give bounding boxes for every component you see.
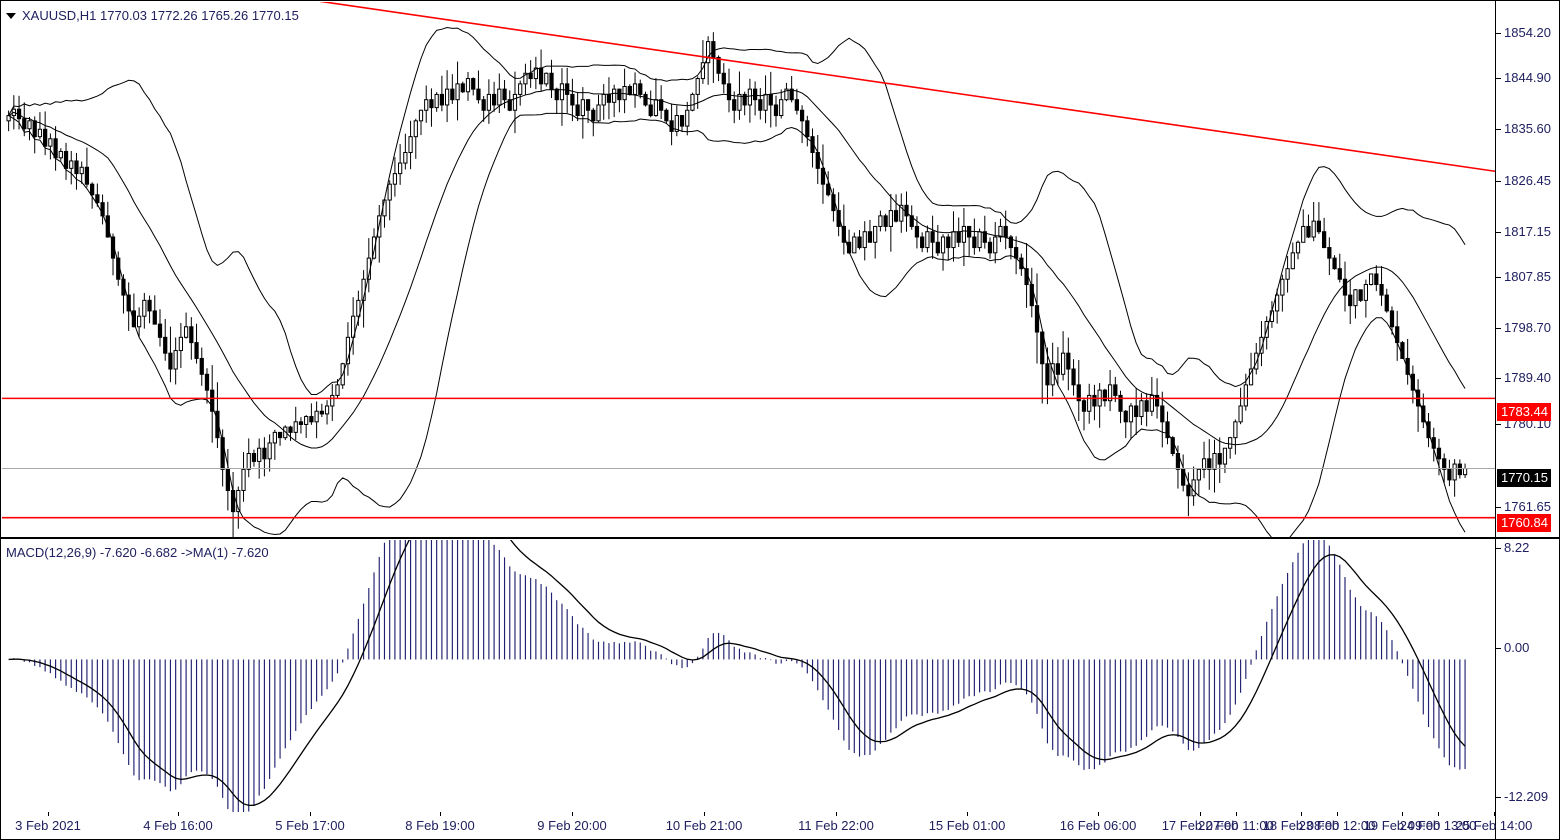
price-tick (1496, 33, 1501, 34)
price-scale-divider (1495, 1, 1496, 537)
macd-axis-tick-label: 8.22 (1504, 540, 1530, 555)
time-tick (1200, 812, 1201, 816)
bollinger-lower-band (8, 112, 1466, 538)
time-axis-tick-label: 19 Feb 09:00 (1363, 818, 1441, 833)
bollinger-upper-band (8, 26, 1466, 395)
price-axis-tick-label: 1807.85 (1504, 269, 1551, 284)
price-tick (1496, 129, 1501, 130)
time-axis-tick-label: 10 Feb 21:00 (665, 818, 743, 833)
time-axis-tick-label: 18 Feb 08:00 (1262, 818, 1340, 833)
time-tick (967, 812, 968, 816)
time-axis-tick-label: 15 Feb 01:00 (928, 818, 1006, 833)
price-tick (1496, 181, 1501, 182)
symbol-ohlc-text: XAUUSD,H1 1770.03 1772.26 1765.26 1770.1… (22, 8, 299, 23)
price-tick (1496, 232, 1501, 233)
time-axis-tick-label: 25 Feb 14:00 (1455, 818, 1533, 833)
chevron-down-icon[interactable] (6, 12, 16, 19)
time-axis-tick-label: 17 Feb 07:00 (1161, 818, 1239, 833)
time-tick (1337, 812, 1338, 816)
time-axis-tick-label: 24 Feb 13:00 (1399, 818, 1477, 833)
time-axis-tick-label: 22 Feb 11:00 (1198, 818, 1274, 833)
time-tick (310, 812, 311, 816)
time-tick (1098, 812, 1099, 816)
price-axis-tick-label: 1854.20 (1504, 25, 1551, 40)
time-tick (1494, 812, 1495, 816)
macd-histogram (13, 540, 1466, 812)
time-tick (48, 812, 49, 816)
price-axis-tick-label: 1798.70 (1504, 320, 1551, 335)
macd-tick (1496, 797, 1501, 798)
time-tick (178, 812, 179, 816)
price-tick (1496, 507, 1501, 508)
time-tick (1402, 812, 1403, 816)
time-axis-tick-label: 8 Feb 19:00 (405, 818, 475, 833)
price-tick (1496, 424, 1501, 425)
symbol-header: XAUUSD,H1 1770.03 1772.26 1765.26 1770.1… (6, 8, 299, 23)
time-axis-tick-label: 11 Feb 22:00 (798, 818, 874, 833)
resistance-level-tag[interactable]: 1783.44 (1497, 403, 1551, 421)
time-tick (1438, 812, 1439, 816)
macd-axis-tick-label: 0.00 (1504, 640, 1530, 655)
price-axis-tick-label: 1826.45 (1504, 173, 1551, 188)
time-tick (836, 812, 837, 816)
macd-scale-divider (1495, 539, 1496, 839)
time-tick (704, 812, 705, 816)
time-axis-tick-label: 3 Feb 2021 (15, 818, 81, 833)
price-tick (1496, 328, 1501, 329)
current-price-tag[interactable]: 1770.15 (1497, 469, 1551, 487)
time-axis-tick-label: 23 Feb 12:00 (1298, 818, 1376, 833)
macd-axis-tick-label: -12.209 (1504, 789, 1549, 804)
macd-tick (1496, 648, 1501, 649)
price-tick (1496, 78, 1501, 79)
price-tick (1496, 277, 1501, 278)
macd-indicator-label: MACD(12,26,9) -7.620 -6.682 ->MA(1) -7.6… (6, 545, 269, 560)
price-tick (1496, 378, 1501, 379)
time-axis-tick-label: 16 Feb 06:00 (1059, 818, 1137, 833)
time-tick (1236, 812, 1237, 816)
macd-signal-line (8, 540, 1466, 807)
price-axis-tick-label: 1844.90 (1504, 70, 1551, 85)
price-axis-tick-label: 1835.60 (1504, 121, 1551, 136)
price-axis-tick-label: 1817.15 (1504, 224, 1551, 239)
time-tick (440, 812, 441, 816)
trend-line[interactable] (297, 2, 1495, 173)
time-tick (572, 812, 573, 816)
time-axis-tick-label: 4 Feb 16:00 (143, 818, 213, 833)
time-tick (1301, 812, 1302, 816)
price-plot-canvas[interactable] (2, 2, 1495, 538)
time-axis-tick-label: 9 Feb 20:00 (537, 818, 607, 833)
candlestick-series (6, 32, 1468, 538)
support-level-tag[interactable]: 1760.84 (1497, 514, 1551, 532)
macd-tick (1496, 548, 1501, 549)
price-axis-tick-label: 1761.65 (1504, 499, 1551, 514)
macd-plot-canvas[interactable] (2, 540, 1495, 812)
price-chart-pane[interactable] (0, 0, 1560, 538)
price-axis-tick-label: 1789.40 (1504, 370, 1551, 385)
macd-indicator-pane[interactable] (0, 538, 1560, 840)
time-axis-tick-label: 5 Feb 17:00 (275, 818, 345, 833)
